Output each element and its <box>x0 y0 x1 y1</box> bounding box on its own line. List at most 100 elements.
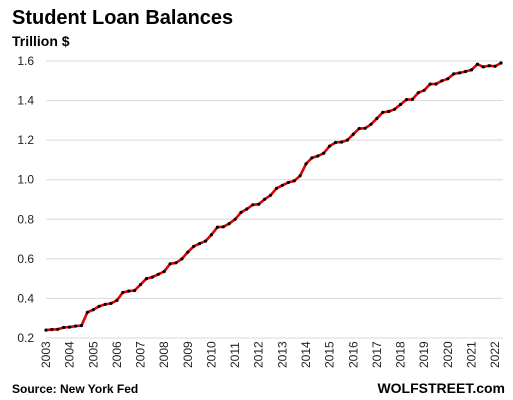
data-point <box>221 225 225 229</box>
x-tick-label: 2003 <box>39 341 53 368</box>
data-point <box>333 140 338 145</box>
data-point <box>351 132 355 136</box>
data-point <box>79 323 84 328</box>
data-point <box>156 272 160 276</box>
y-tick-label: 1.0 <box>17 173 34 187</box>
data-point <box>263 197 267 201</box>
data-point <box>150 275 154 279</box>
x-tick-label: 2015 <box>323 341 337 368</box>
data-point <box>440 79 444 83</box>
data-point <box>245 207 249 211</box>
y-tick-label: 1.4 <box>17 94 34 108</box>
chart-title: Student Loan Balances <box>12 7 233 29</box>
data-point <box>68 325 72 329</box>
data-point <box>85 310 89 314</box>
y-tick-label: 0.2 <box>17 331 34 345</box>
x-tick-label: 2017 <box>370 341 384 368</box>
data-point <box>239 210 243 214</box>
data-point <box>133 288 137 293</box>
y-tick-label: 0.4 <box>17 291 34 305</box>
y-axis-ticks: 0.2 0.4 0.6 0.8 1.0 1.2 1.4 1.6 <box>17 54 34 345</box>
data-point <box>304 162 308 166</box>
data-point <box>115 298 119 302</box>
data-point <box>345 138 349 142</box>
data-point <box>398 102 403 107</box>
x-tick-label: 2006 <box>110 341 124 368</box>
data-point <box>493 64 497 68</box>
series-balance <box>44 61 503 332</box>
x-tick-label: 2014 <box>299 341 313 368</box>
data-point <box>463 69 468 74</box>
data-point <box>103 302 107 306</box>
data-point <box>339 140 344 144</box>
data-point <box>203 239 208 243</box>
data-point <box>286 180 290 185</box>
x-tick-label: 2022 <box>488 341 502 368</box>
data-point <box>475 62 479 66</box>
x-tick-label: 2009 <box>181 341 195 368</box>
data-point <box>180 257 184 261</box>
data-point <box>280 183 284 187</box>
data-point <box>257 202 261 206</box>
data-point <box>168 262 172 266</box>
data-point <box>44 328 48 332</box>
data-point <box>292 179 296 183</box>
data-point <box>50 327 54 332</box>
data-point <box>328 144 332 148</box>
data-point <box>310 156 314 160</box>
x-tick-label: 2008 <box>157 341 171 368</box>
data-point <box>434 82 438 86</box>
data-point <box>227 222 231 226</box>
x-tick-label: 2005 <box>86 341 100 368</box>
y-tick-label: 0.8 <box>17 212 34 226</box>
data-point <box>458 71 462 75</box>
data-point <box>109 301 113 305</box>
data-point <box>186 250 190 254</box>
x-tick-label: 2007 <box>134 341 148 368</box>
data-point <box>215 225 219 229</box>
data-point <box>192 244 196 248</box>
x-tick-label: 2020 <box>441 341 455 368</box>
data-point <box>393 107 397 111</box>
data-point <box>387 109 391 114</box>
data-point <box>162 269 166 274</box>
x-tick-label: 2004 <box>63 341 77 368</box>
data-point <box>410 97 414 101</box>
data-point <box>369 122 373 126</box>
data-point <box>322 151 326 155</box>
data-point <box>298 174 302 178</box>
gridlines <box>46 60 503 339</box>
data-point <box>422 88 426 92</box>
x-tick-label: 2013 <box>275 341 289 368</box>
data-point <box>404 98 409 102</box>
data-point <box>274 186 279 190</box>
series-line <box>45 61 502 332</box>
data-point <box>56 327 60 331</box>
data-point <box>198 242 202 246</box>
y-tick-label: 1.2 <box>17 133 34 147</box>
data-point <box>452 72 456 76</box>
x-tick-label: 2021 <box>464 341 478 368</box>
y-tick-label: 0.6 <box>17 252 34 266</box>
x-tick-label: 2011 <box>228 342 242 368</box>
data-point <box>233 217 237 221</box>
data-point <box>73 324 78 328</box>
data-point <box>499 61 503 65</box>
x-tick-label: 2012 <box>252 341 266 368</box>
x-axis-ticks: 2003 2004 2005 2006 2007 2008 2009 2010 2011 2012… <box>39 341 502 368</box>
data-point <box>209 233 214 237</box>
x-tick-label: 2018 <box>394 341 408 368</box>
data-point <box>375 116 379 120</box>
data-point <box>316 154 320 158</box>
data-point <box>428 82 432 86</box>
data-point <box>62 325 66 330</box>
data-point <box>446 77 450 81</box>
data-point <box>174 261 178 265</box>
x-tick-label: 2016 <box>346 341 360 368</box>
data-point <box>251 203 255 207</box>
data-point <box>481 65 485 69</box>
data-point <box>469 68 474 72</box>
data-point <box>91 308 95 312</box>
